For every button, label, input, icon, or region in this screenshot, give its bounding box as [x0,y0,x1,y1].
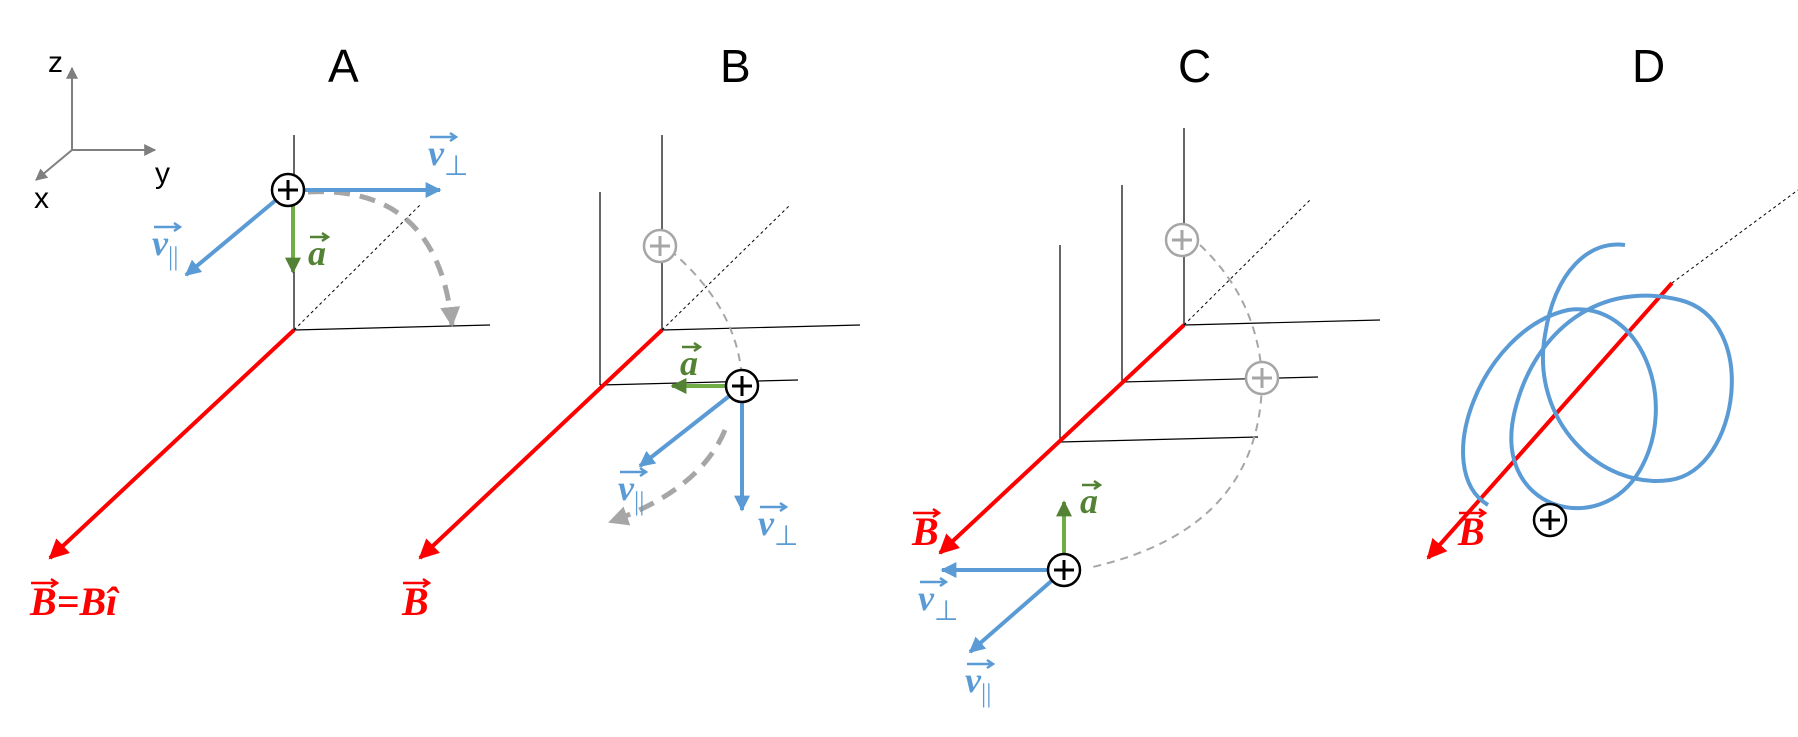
vector-overarrow [31,577,60,589]
v-perp-label: v⊥ [428,133,468,182]
x-axis-label: x [34,182,49,215]
ghost-charge-icon [1164,222,1200,258]
v-parallel-label: v|| [965,660,991,708]
magnetic-field-arrow [418,328,664,560]
panel-d-title: D [1632,40,1665,92]
panel-b-title: B [720,40,751,92]
field-extension-line [1183,199,1311,326]
panel-a-title: A [328,40,359,92]
y-reference-line [1121,376,1319,383]
panel-c-title: C [1178,40,1211,92]
v-parallel-label: v|| [152,223,178,271]
y-reference-line [599,379,799,386]
magnetic-field-arrow [938,323,1186,555]
vector-overarrow [1459,507,1488,519]
rotation-path [307,189,461,327]
acceleration-label: a [1080,481,1098,521]
vector-overarrow [403,577,432,589]
axis-triad: z y x [34,46,170,215]
v-parallel-arrow [638,384,744,468]
vector-overarrow [920,576,949,588]
field-extension-line [1671,189,1798,284]
v-parallel-arrow [968,568,1066,654]
vector-overarrow [913,507,942,519]
ghost-path [669,249,743,384]
vector-overarrow [154,221,183,233]
vector-overarrow [967,658,996,670]
magnetic-field-arrow [48,328,296,560]
v-perp-label: v⊥ [758,503,798,552]
field-equation-label: B=Bî [29,579,120,624]
y-reference-line [293,324,491,331]
v-parallel-label: v|| [618,468,644,516]
field-extension-line [661,204,791,331]
y-axis-label: y [155,157,170,190]
panel-b: a v|| v⊥ B [401,135,861,624]
acceleration-label: a [680,343,698,383]
panel-a: v⊥ v|| a B=Bî [29,131,491,624]
v-perp-label: v⊥ [918,578,958,627]
panel-d: B [1426,189,1798,560]
vector-overarrow [430,131,459,143]
positive-charge-icon [724,368,760,404]
z-axis-label: z [48,46,63,79]
vector-overarrow [760,501,789,513]
vector-overarrow [682,341,703,353]
helix-path [1461,242,1734,511]
positive-charge-icon [1532,502,1568,538]
panel-c: a B v⊥ v|| [911,128,1381,708]
acceleration-label: a [308,233,326,273]
y-reference-line [1183,319,1381,326]
ghost-path [1087,244,1264,569]
ghost-charge-icon [642,228,678,264]
y-reference-line [661,324,861,331]
v-parallel-arrow [184,188,290,277]
vector-overarrow [310,231,331,243]
ghost-charge-icon [1244,360,1280,396]
positive-charge-icon [270,172,306,208]
rotation-path [608,429,728,526]
vector-overarrow [1082,479,1103,491]
y-reference-line [1059,436,1259,443]
vector-overarrow [620,466,649,478]
positive-charge-icon [1046,552,1082,588]
x-axis-arrow [35,149,73,181]
